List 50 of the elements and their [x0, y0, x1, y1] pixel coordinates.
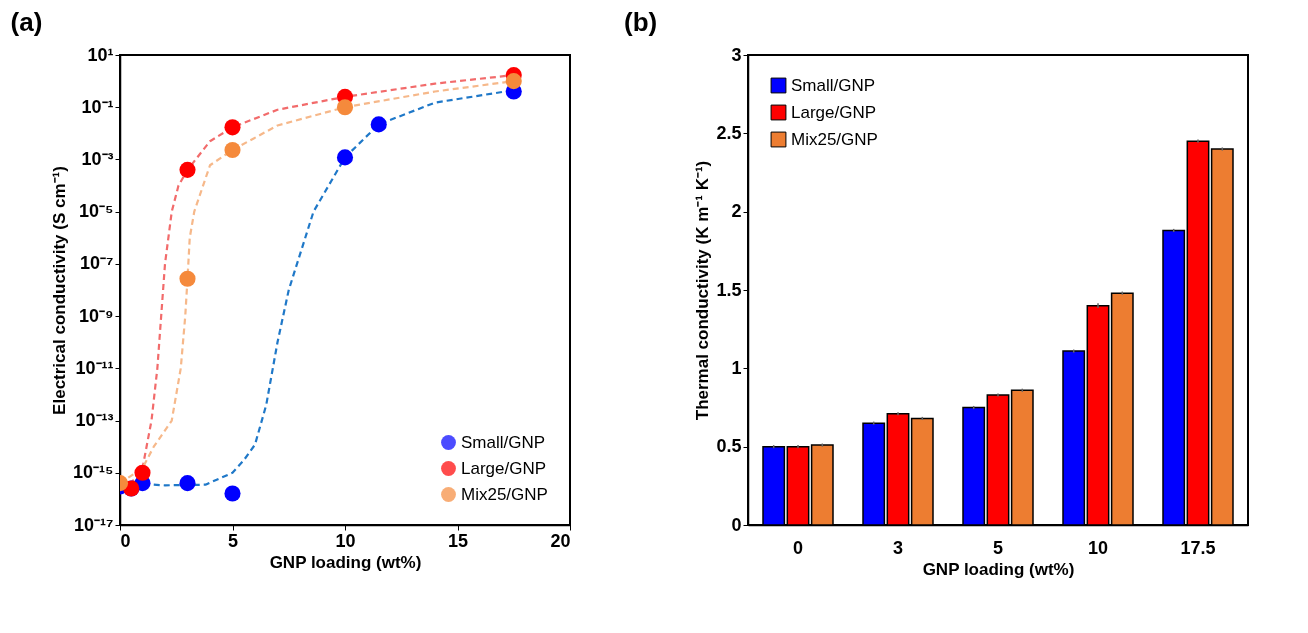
- y-axis-title: Electrical conductivity (S cm⁻¹): [50, 166, 70, 415]
- y-tick-label: 10⁻⁷: [80, 253, 114, 274]
- y-tick-label: 0.5: [716, 436, 742, 457]
- x-axis-title: GNP loading (wt%): [269, 552, 422, 572]
- chart-title: (a): [10, 7, 43, 37]
- legend-label: Mix25/GNP: [791, 129, 878, 149]
- point: [224, 485, 241, 502]
- point: [224, 119, 241, 136]
- x-tick-label: 5: [992, 537, 1004, 558]
- chart-title: (b): [623, 7, 658, 37]
- y-tick-label: 10⁻¹¹: [75, 357, 114, 378]
- x-axis-title: GNP loading (wt%): [922, 559, 1075, 579]
- y-tick-label: 0: [731, 514, 742, 535]
- point: [336, 149, 354, 166]
- y-tick-label: 2.5: [716, 122, 742, 143]
- point: [179, 475, 196, 492]
- legend-label: Large/GNP: [791, 102, 877, 122]
- y-tick-label: 10⁻³: [81, 148, 114, 169]
- x-tick-label: 20: [550, 530, 571, 551]
- y-tick-label: 1.5: [716, 279, 742, 300]
- y-tick-label: 10⁻⁹: [78, 305, 114, 326]
- x-tick-label: 3: [892, 537, 904, 558]
- point: [179, 270, 196, 287]
- point: [179, 161, 196, 178]
- y-tick-label: 10⁻¹: [81, 96, 114, 117]
- point: [505, 73, 522, 90]
- x-tick-label: 5: [227, 530, 239, 551]
- y-tick-label: 10⁻¹⁷: [74, 514, 114, 535]
- legend-label: Large/GNP: [461, 458, 547, 478]
- x-tick-label: 10: [1087, 537, 1109, 558]
- point: [134, 464, 151, 481]
- legend-label: Mix25/GNP: [461, 484, 548, 504]
- y-tick-label: 2: [731, 201, 742, 222]
- x-tick-label: 15: [447, 530, 469, 551]
- y-tick-label: 10¹: [87, 44, 114, 65]
- x-tick-label: 0: [792, 537, 804, 558]
- y-tick-label: 1: [731, 357, 742, 378]
- y-tick-label: 10⁻⁵: [79, 201, 114, 222]
- x-tick-label: 17.5: [1180, 537, 1216, 558]
- y-axis-title: Thermal conductivity (K m⁻¹ K⁻¹): [693, 160, 713, 421]
- legend-label: Small/GNP: [791, 75, 876, 95]
- y-tick-label: 10⁻¹⁵: [73, 462, 114, 483]
- x-tick-label: 0: [120, 530, 131, 551]
- point: [370, 116, 387, 133]
- point: [224, 141, 241, 159]
- y-tick-label: 10⁻¹³: [75, 410, 114, 431]
- point: [336, 99, 354, 116]
- x-tick-label: 10: [335, 530, 356, 551]
- legend-label: Small/GNP: [461, 432, 546, 452]
- y-tick-label: 3: [731, 44, 742, 65]
